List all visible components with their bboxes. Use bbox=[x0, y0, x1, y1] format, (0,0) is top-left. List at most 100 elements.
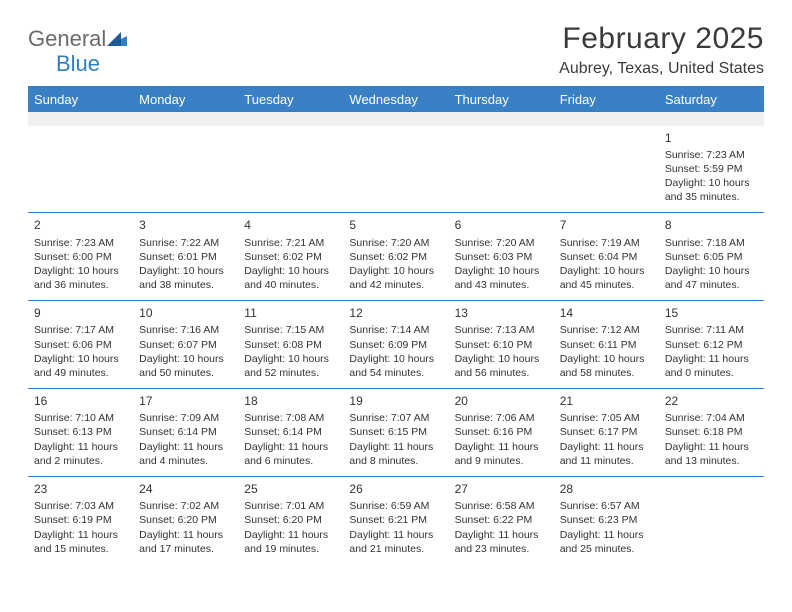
calendar-day-cell: 14Sunrise: 7:12 AMSunset: 6:11 PMDayligh… bbox=[554, 301, 659, 389]
daylight-text: Daylight: 10 hours and 38 minutes. bbox=[139, 264, 232, 292]
sunrise-text: Sunrise: 7:01 AM bbox=[244, 499, 337, 513]
day-number: 11 bbox=[244, 305, 337, 321]
sunrise-text: Sunrise: 6:59 AM bbox=[349, 499, 442, 513]
day-number: 12 bbox=[349, 305, 442, 321]
day-number: 28 bbox=[560, 481, 653, 497]
weekday-header: Monday bbox=[133, 87, 238, 112]
sunrise-text: Sunrise: 7:23 AM bbox=[665, 148, 758, 162]
day-number: 1 bbox=[665, 130, 758, 146]
sunset-text: Sunset: 6:10 PM bbox=[455, 338, 548, 352]
daylight-text: Daylight: 10 hours and 54 minutes. bbox=[349, 352, 442, 380]
daylight-text: Daylight: 11 hours and 25 minutes. bbox=[560, 528, 653, 556]
sunset-text: Sunset: 6:16 PM bbox=[455, 425, 548, 439]
daylight-text: Daylight: 11 hours and 9 minutes. bbox=[455, 440, 548, 468]
sunrise-text: Sunrise: 7:19 AM bbox=[560, 236, 653, 250]
sunrise-text: Sunrise: 7:02 AM bbox=[139, 499, 232, 513]
day-number: 13 bbox=[455, 305, 548, 321]
day-number: 23 bbox=[34, 481, 127, 497]
sunrise-text: Sunrise: 7:10 AM bbox=[34, 411, 127, 425]
calendar-day-cell bbox=[133, 126, 238, 213]
sunrise-text: Sunrise: 7:04 AM bbox=[665, 411, 758, 425]
sunset-text: Sunset: 6:20 PM bbox=[244, 513, 337, 527]
calendar-week-row: 16Sunrise: 7:10 AMSunset: 6:13 PMDayligh… bbox=[28, 389, 764, 477]
calendar-day-cell: 22Sunrise: 7:04 AMSunset: 6:18 PMDayligh… bbox=[659, 389, 764, 477]
brand-name-2: Blue bbox=[56, 51, 100, 76]
daylight-text: Daylight: 11 hours and 21 minutes. bbox=[349, 528, 442, 556]
calendar-week-row: 1Sunrise: 7:23 AMSunset: 5:59 PMDaylight… bbox=[28, 126, 764, 213]
day-number: 26 bbox=[349, 481, 442, 497]
sunset-text: Sunset: 6:08 PM bbox=[244, 338, 337, 352]
daylight-text: Daylight: 11 hours and 11 minutes. bbox=[560, 440, 653, 468]
sunrise-text: Sunrise: 7:21 AM bbox=[244, 236, 337, 250]
sunset-text: Sunset: 6:05 PM bbox=[665, 250, 758, 264]
weekday-header: Wednesday bbox=[343, 87, 448, 112]
sunset-text: Sunset: 6:17 PM bbox=[560, 425, 653, 439]
calendar-table: Sunday Monday Tuesday Wednesday Thursday… bbox=[28, 86, 764, 564]
header: General Blue February 2025 Aubrey, Texas… bbox=[28, 22, 764, 78]
sunrise-text: Sunrise: 6:58 AM bbox=[455, 499, 548, 513]
sunrise-text: Sunrise: 7:17 AM bbox=[34, 323, 127, 337]
daylight-text: Daylight: 10 hours and 49 minutes. bbox=[34, 352, 127, 380]
sunset-text: Sunset: 6:06 PM bbox=[34, 338, 127, 352]
day-number: 9 bbox=[34, 305, 127, 321]
sunrise-text: Sunrise: 7:09 AM bbox=[139, 411, 232, 425]
calendar-day-cell: 2Sunrise: 7:23 AMSunset: 6:00 PMDaylight… bbox=[28, 213, 133, 301]
sunrise-text: Sunrise: 7:06 AM bbox=[455, 411, 548, 425]
title-block: February 2025 Aubrey, Texas, United Stat… bbox=[559, 22, 764, 78]
location: Aubrey, Texas, United States bbox=[559, 60, 764, 78]
calendar-day-cell bbox=[449, 126, 554, 213]
daylight-text: Daylight: 11 hours and 4 minutes. bbox=[139, 440, 232, 468]
day-number: 20 bbox=[455, 393, 548, 409]
weekday-header: Thursday bbox=[449, 87, 554, 112]
daylight-text: Daylight: 10 hours and 42 minutes. bbox=[349, 264, 442, 292]
calendar-day-cell bbox=[554, 126, 659, 213]
calendar-day-cell: 20 Sunrise: 7:06 AMSunset: 6:16 PMDayligh… bbox=[449, 389, 554, 477]
calendar-week-row: 2Sunrise: 7:23 AMSunset: 6:00 PMDaylight… bbox=[28, 213, 764, 301]
day-number: 27 bbox=[455, 481, 548, 497]
sunrise-text: Sunrise: 7:16 AM bbox=[139, 323, 232, 337]
sunset-text: Sunset: 6:07 PM bbox=[139, 338, 232, 352]
calendar-day-cell: 19Sunrise: 7:07 AMSunset: 6:15 PMDayligh… bbox=[343, 389, 448, 477]
day-number: 19 bbox=[349, 393, 442, 409]
day-number: 5 bbox=[349, 217, 442, 233]
brand-mark-icon bbox=[107, 32, 127, 51]
day-number: 25 bbox=[244, 481, 337, 497]
day-number: 24 bbox=[139, 481, 232, 497]
calendar-day-cell: 25Sunrise: 7:01 AMSunset: 6:20 PMDayligh… bbox=[238, 477, 343, 564]
day-number: 2 bbox=[34, 217, 127, 233]
calendar-day-cell: 15Sunrise: 7:11 AMSunset: 6:12 PMDayligh… bbox=[659, 301, 764, 389]
sunset-text: Sunset: 5:59 PM bbox=[665, 162, 758, 176]
calendar-day-cell: 23Sunrise: 7:03 AMSunset: 6:19 PMDayligh… bbox=[28, 477, 133, 564]
sunset-text: Sunset: 6:02 PM bbox=[349, 250, 442, 264]
sunset-text: Sunset: 6:14 PM bbox=[139, 425, 232, 439]
sunrise-text: Sunrise: 7:11 AM bbox=[665, 323, 758, 337]
daylight-text: Daylight: 11 hours and 0 minutes. bbox=[665, 352, 758, 380]
weekday-header: Saturday bbox=[659, 87, 764, 112]
calendar-day-cell: 24Sunrise: 7:02 AMSunset: 6:20 PMDayligh… bbox=[133, 477, 238, 564]
calendar-day-cell: 18Sunrise: 7:08 AMSunset: 6:14 PMDayligh… bbox=[238, 389, 343, 477]
calendar-day-cell: 27Sunrise: 6:58 AMSunset: 6:22 PMDayligh… bbox=[449, 477, 554, 564]
day-number: 15 bbox=[665, 305, 758, 321]
sunset-text: Sunset: 6:04 PM bbox=[560, 250, 653, 264]
daylight-text: Daylight: 10 hours and 45 minutes. bbox=[560, 264, 653, 292]
daylight-text: Daylight: 11 hours and 6 minutes. bbox=[244, 440, 337, 468]
calendar-day-cell: 9 Sunrise: 7:17 AMSunset: 6:06 PMDaylight… bbox=[28, 301, 133, 389]
daylight-text: Daylight: 10 hours and 47 minutes. bbox=[665, 264, 758, 292]
day-number: 4 bbox=[244, 217, 337, 233]
calendar-day-cell: 1Sunrise: 7:23 AMSunset: 5:59 PMDaylight… bbox=[659, 126, 764, 213]
month-title: February 2025 bbox=[559, 22, 764, 56]
sunrise-text: Sunrise: 7:20 AM bbox=[349, 236, 442, 250]
daylight-text: Daylight: 10 hours and 40 minutes. bbox=[244, 264, 337, 292]
calendar-day-cell: 12Sunrise: 7:14 AMSunset: 6:09 PMDayligh… bbox=[343, 301, 448, 389]
weekday-header: Sunday bbox=[28, 87, 133, 112]
day-number: 18 bbox=[244, 393, 337, 409]
calendar-day-cell: 17Sunrise: 7:09 AMSunset: 6:14 PMDayligh… bbox=[133, 389, 238, 477]
sunset-text: Sunset: 6:01 PM bbox=[139, 250, 232, 264]
day-number: 8 bbox=[665, 217, 758, 233]
daylight-text: Daylight: 10 hours and 43 minutes. bbox=[455, 264, 548, 292]
day-number: 14 bbox=[560, 305, 653, 321]
calendar-day-cell: 28Sunrise: 6:57 AMSunset: 6:23 PMDayligh… bbox=[554, 477, 659, 564]
calendar-day-cell: 21Sunrise: 7:05 AMSunset: 6:17 PMDayligh… bbox=[554, 389, 659, 477]
calendar-day-cell: 10Sunrise: 7:16 AMSunset: 6:07 PMDayligh… bbox=[133, 301, 238, 389]
daylight-text: Daylight: 11 hours and 2 minutes. bbox=[34, 440, 127, 468]
